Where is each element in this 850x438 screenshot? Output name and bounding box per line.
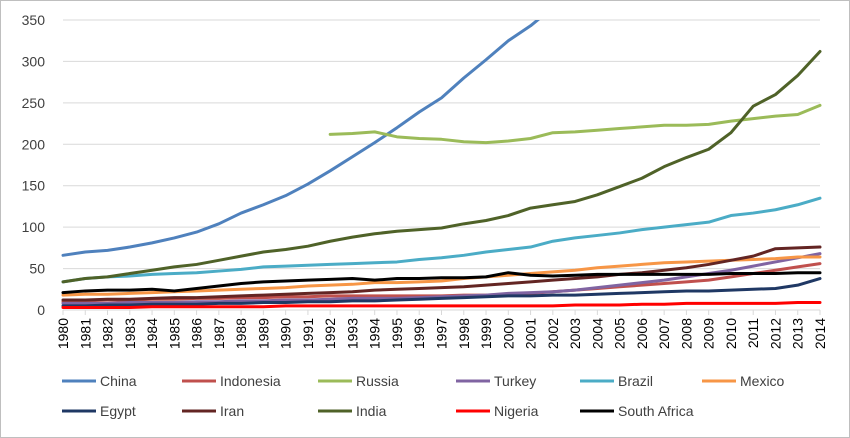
x-tick-label: 2010 — [723, 318, 739, 349]
y-tick-label: 50 — [29, 261, 45, 277]
legend-item-nigeria: Nigeria — [456, 403, 539, 419]
x-tick-label: 1983 — [122, 318, 138, 349]
x-tick-label: 1995 — [389, 318, 405, 349]
series-line-china — [61, 20, 541, 257]
x-tick-label: 1990 — [278, 318, 294, 349]
series-lines — [61, 20, 822, 310]
legend-label: Indonesia — [220, 373, 281, 389]
x-tick-label: 1991 — [300, 318, 316, 349]
legend-item-turkey: Turkey — [456, 373, 536, 389]
x-tick-label: 2001 — [523, 318, 539, 349]
x-tick-label: 1993 — [344, 318, 360, 349]
series-line-brazil — [61, 196, 822, 284]
y-tick-label: 200 — [22, 136, 46, 152]
x-tick-label: 2013 — [790, 318, 806, 349]
x-tick-label: 2011 — [745, 318, 761, 348]
x-tick-label: 2005 — [612, 318, 628, 349]
x-tick-label: 1988 — [233, 318, 249, 349]
legend-label: Iran — [220, 403, 244, 419]
y-tick-label: 0 — [37, 302, 45, 318]
legend-item-iran: Iran — [182, 403, 244, 419]
x-tick-label: 1984 — [144, 318, 160, 349]
series-line-south-africa — [61, 271, 822, 295]
y-tick-label: 250 — [22, 95, 46, 111]
legend-item-brazil: Brazil — [580, 373, 653, 389]
series-line-nigeria — [61, 301, 822, 310]
x-tick-label: 1996 — [411, 318, 427, 349]
x-tick-label: 2002 — [545, 318, 561, 349]
y-tick-label: 350 — [22, 12, 46, 28]
series-line-iran — [61, 245, 822, 302]
x-tick-label: 2000 — [500, 318, 516, 349]
x-tick-label: 2004 — [589, 318, 605, 349]
x-tick-label: 1985 — [166, 318, 182, 349]
legend-item-egypt: Egypt — [62, 403, 136, 419]
legend-item-russia: Russia — [318, 373, 399, 389]
legend-label: South Africa — [618, 403, 694, 419]
y-axis: 0 50 100 150 200 250 300 350 — [22, 12, 46, 318]
series-line-egypt — [61, 277, 822, 308]
legend-label: Russia — [356, 373, 399, 389]
legend-label: China — [100, 373, 137, 389]
series-line-india — [61, 49, 822, 284]
x-tick-label: 1998 — [456, 318, 472, 349]
legend-label: Nigeria — [494, 403, 539, 419]
y-tick-label: 300 — [22, 53, 46, 69]
x-tick-label: 2003 — [567, 318, 583, 349]
legend-item-mexico: Mexico — [702, 373, 785, 389]
y-tick-label: 150 — [22, 178, 46, 194]
legend: China Indonesia Russia Turkey Brazil Mexico Eg… — [62, 373, 785, 419]
x-tick-label: 1980 — [55, 318, 71, 349]
legend-label: Turkey — [494, 373, 536, 389]
series-line-mexico — [61, 255, 822, 297]
x-tick-label: 2014 — [812, 318, 828, 349]
series-line-russia — [328, 103, 822, 145]
y-tick-label: 100 — [22, 219, 46, 235]
x-tick-label: 1999 — [478, 318, 494, 349]
x-tick-label: 2008 — [678, 318, 694, 349]
x-tick-label: 1992 — [322, 318, 338, 349]
legend-label: Mexico — [740, 373, 785, 389]
x-tick-label: 2012 — [767, 318, 783, 349]
x-tick-label: 1981 — [77, 318, 93, 349]
gridlines — [63, 19, 820, 270]
x-tick-label: 1989 — [255, 318, 271, 349]
x-tick-label: 2007 — [656, 318, 672, 349]
legend-label: Egypt — [100, 403, 136, 419]
x-tick-label: 2009 — [701, 318, 717, 349]
x-tick-label: 1987 — [211, 318, 227, 349]
x-tick-label: 1982 — [100, 318, 116, 349]
legend-label: Brazil — [618, 373, 653, 389]
legend-item-south-africa: South Africa — [580, 403, 694, 419]
legend-item-indonesia: Indonesia — [182, 373, 281, 389]
x-axis: 1980 1981 1982 1983 1984 1985 1986 1987 1988 1989… — [55, 309, 828, 349]
x-tick-label: 2006 — [634, 318, 650, 349]
legend-item-india: India — [318, 403, 387, 419]
x-tick-label: 1997 — [434, 318, 450, 349]
legend-item-china: China — [62, 373, 137, 389]
legend-label: India — [356, 403, 387, 419]
x-tick-label: 1986 — [189, 318, 205, 349]
x-tick-label: 1994 — [367, 318, 383, 349]
